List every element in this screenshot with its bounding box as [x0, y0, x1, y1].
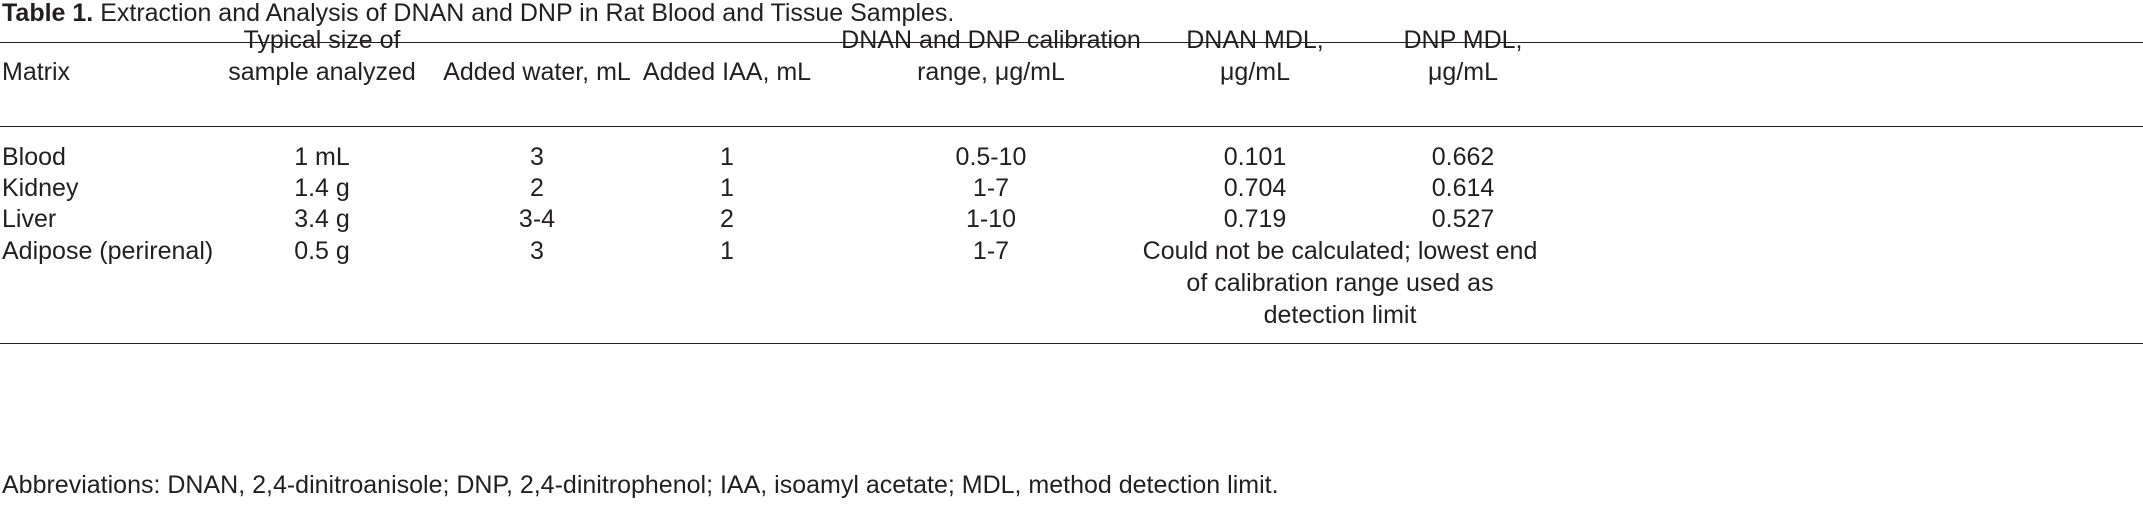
column-header: sample analyzed — [228, 58, 416, 86]
cell: 0.704 — [1223, 174, 1287, 202]
cell: 3.4 g — [294, 205, 350, 233]
row-label: Adipose (perirenal) — [2, 237, 214, 265]
merged-note: of calibration range used as — [1186, 269, 1494, 297]
column-header: DNP MDL, — [1403, 26, 1523, 54]
column-header: DNAN MDL, — [1186, 26, 1324, 54]
cell: 3 — [530, 237, 544, 265]
cell: 0.719 — [1223, 205, 1287, 233]
caption-label: Table 1. — [2, 0, 94, 27]
column-header: Added water, mL — [443, 58, 631, 86]
cell: 3-4 — [518, 205, 556, 233]
cell: 1-7 — [972, 174, 1010, 202]
cell: 1 — [720, 174, 734, 202]
cell: 1 — [720, 237, 734, 265]
caption: Table 1. Extraction and Analysis of DNAN… — [2, 0, 954, 28]
merged-note: detection limit — [1263, 301, 1417, 329]
cell: 1-10 — [965, 205, 1017, 233]
cell: 1 — [720, 143, 734, 171]
merged-note: Could not be calculated; lowest end — [1142, 237, 1538, 265]
column-header: μg/mL — [1428, 58, 1498, 86]
header-rule — [0, 126, 2143, 127]
caption-text: Extraction and Analysis of DNAN and DNP … — [100, 0, 955, 27]
top-rule — [0, 42, 2143, 43]
cell: 0.527 — [1431, 205, 1495, 233]
cell: 0.5-10 — [955, 143, 1027, 171]
cell: 0.614 — [1431, 174, 1495, 202]
row-label: Liver — [2, 205, 57, 233]
column-header: Added IAA, mL — [642, 58, 812, 86]
cell: 0.5 g — [294, 237, 350, 265]
row-label: Kidney — [2, 174, 79, 202]
cell: 2 — [530, 174, 544, 202]
cell: 2 — [720, 205, 734, 233]
cell: 0.101 — [1223, 143, 1287, 171]
cell: 0.662 — [1431, 143, 1495, 171]
column-header: μg/mL — [1220, 58, 1290, 86]
cell: 1 mL — [294, 143, 350, 171]
cell: 1-7 — [972, 237, 1010, 265]
cell: 3 — [530, 143, 544, 171]
column-header: DNAN and DNP calibration — [841, 26, 1141, 54]
column-header: range, μg/mL — [917, 58, 1065, 86]
bottom-rule — [0, 343, 2143, 344]
cell: 1.4 g — [294, 174, 350, 202]
column-header: Matrix — [2, 58, 71, 86]
column-header: Typical size of — [243, 26, 401, 54]
row-label: Blood — [2, 143, 66, 171]
footnote: Abbreviations: DNAN, 2,4-dinitroanisole;… — [2, 471, 1279, 499]
